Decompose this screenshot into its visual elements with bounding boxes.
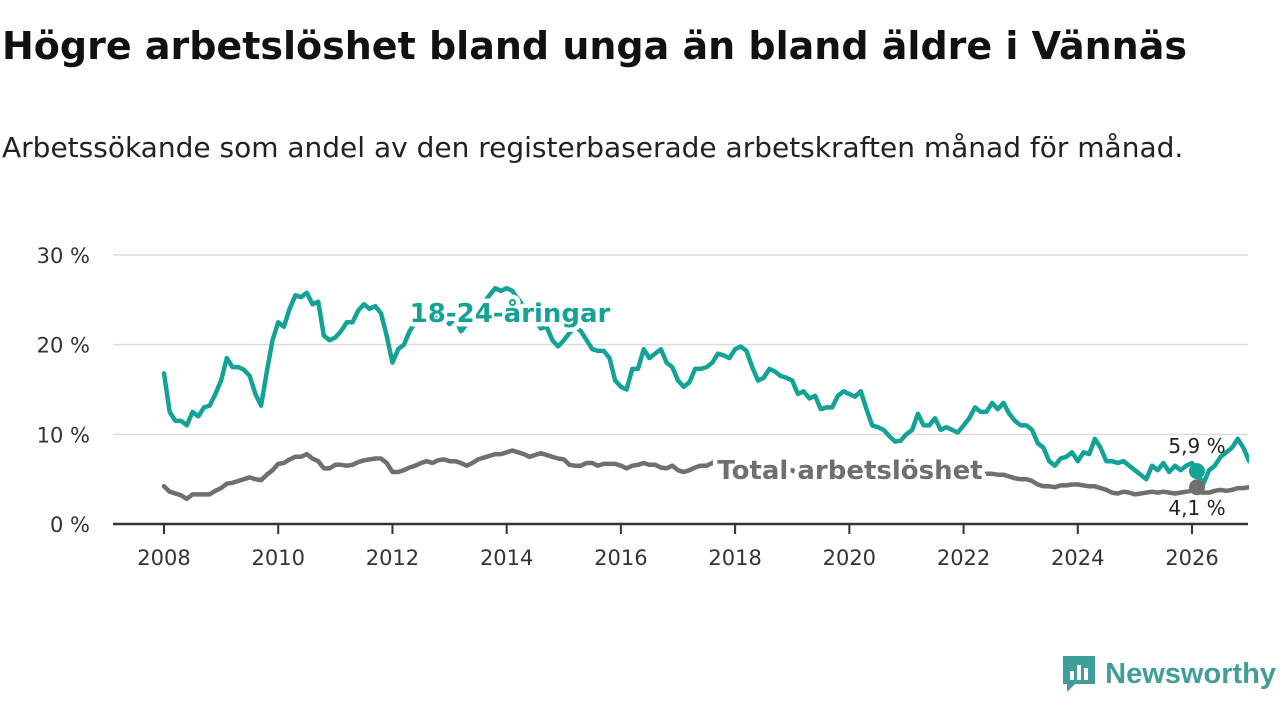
series-line-total <box>161 448 1250 502</box>
x-tick-label: 2020 <box>823 546 876 570</box>
series-labels: 5,9 % 4,1 % 18-24-åringar Total arbetslöshe… <box>405 293 1225 521</box>
newsworthy-logo-icon <box>1063 656 1096 692</box>
x-axis-ticks: 2008 2010 2012 2014 2016 2018 2020 2022 2024 2026 <box>137 524 1219 570</box>
x-tick-label: 2012 <box>366 546 419 570</box>
y-tick-label: 0 % <box>50 513 90 537</box>
series-lines <box>161 285 1250 502</box>
brand-name: Newsworthy <box>1105 657 1276 690</box>
chart-title: Högre arbetslöshet bland unga än bland ä… <box>2 24 1187 68</box>
x-tick-label: 2026 <box>1165 546 1218 570</box>
x-tick-label: 2024 <box>1051 546 1104 570</box>
x-tick-label: 2018 <box>708 546 761 570</box>
x-tick-label: 2022 <box>937 546 990 570</box>
line-chart: 0 % 10 % 20 % 30 % 2008 2010 2012 2014 2016 2018… <box>37 244 1250 570</box>
x-tick-label: 2014 <box>480 546 533 570</box>
x-tick-label: 2008 <box>137 546 190 570</box>
end-value-label-youth: 5,9 % <box>1168 434 1225 458</box>
y-tick-label: 10 % <box>37 423 90 447</box>
y-tick-label: 30 % <box>37 244 90 268</box>
brand-logo: Newsworthy <box>1061 654 1276 694</box>
chart-subtitle: Arbetssökande som andel av den registerb… <box>2 131 1184 164</box>
series-line-youth <box>161 285 1250 486</box>
y-axis-ticks: 0 % 10 % 20 % 30 % <box>37 244 90 537</box>
series-label-youth: 18-24-åringar <box>410 297 611 329</box>
series-label-total: Total arbetslöshet <box>717 456 982 486</box>
x-tick-label: 2010 <box>251 546 304 570</box>
y-tick-label: 20 % <box>37 334 90 358</box>
end-value-label-total: 4,1 % <box>1168 496 1225 520</box>
end-marker-youth <box>1189 463 1205 480</box>
grid-lines <box>113 254 1248 526</box>
end-marker-total <box>1189 479 1205 496</box>
x-tick-label: 2016 <box>594 546 647 570</box>
